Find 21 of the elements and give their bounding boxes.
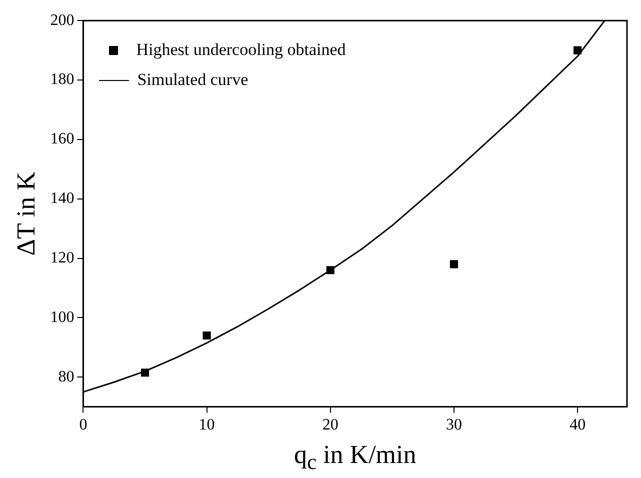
legend-label: Simulated curve (137, 70, 248, 89)
x-tick-label: 0 (79, 416, 88, 434)
legend-label: Highest undercooling obtained (136, 40, 346, 59)
point (450, 260, 458, 268)
point (202, 331, 211, 340)
y-tick-label: 140 (50, 190, 74, 208)
x-axis-title: q$_{c}$ in K/min (292, 440, 418, 476)
y-axis-title: ΔT in K (11, 171, 40, 256)
x-tick-label: 10 (198, 416, 215, 434)
x-tick-label: 30 (446, 416, 462, 434)
point (140, 368, 150, 377)
x-tick-label: 40 (570, 416, 586, 434)
y-tick-label: 160 (50, 130, 74, 148)
x-tick-label: 20 (322, 416, 338, 434)
y-tick-label: 100 (50, 308, 74, 326)
point (574, 46, 582, 54)
point (326, 266, 334, 274)
y-tick-label: 80 (58, 368, 74, 386)
y-tick-label: 180 (50, 71, 74, 88)
y-tick-label: 200 (50, 12, 74, 29)
y-tick-label: 120 (50, 249, 74, 266)
